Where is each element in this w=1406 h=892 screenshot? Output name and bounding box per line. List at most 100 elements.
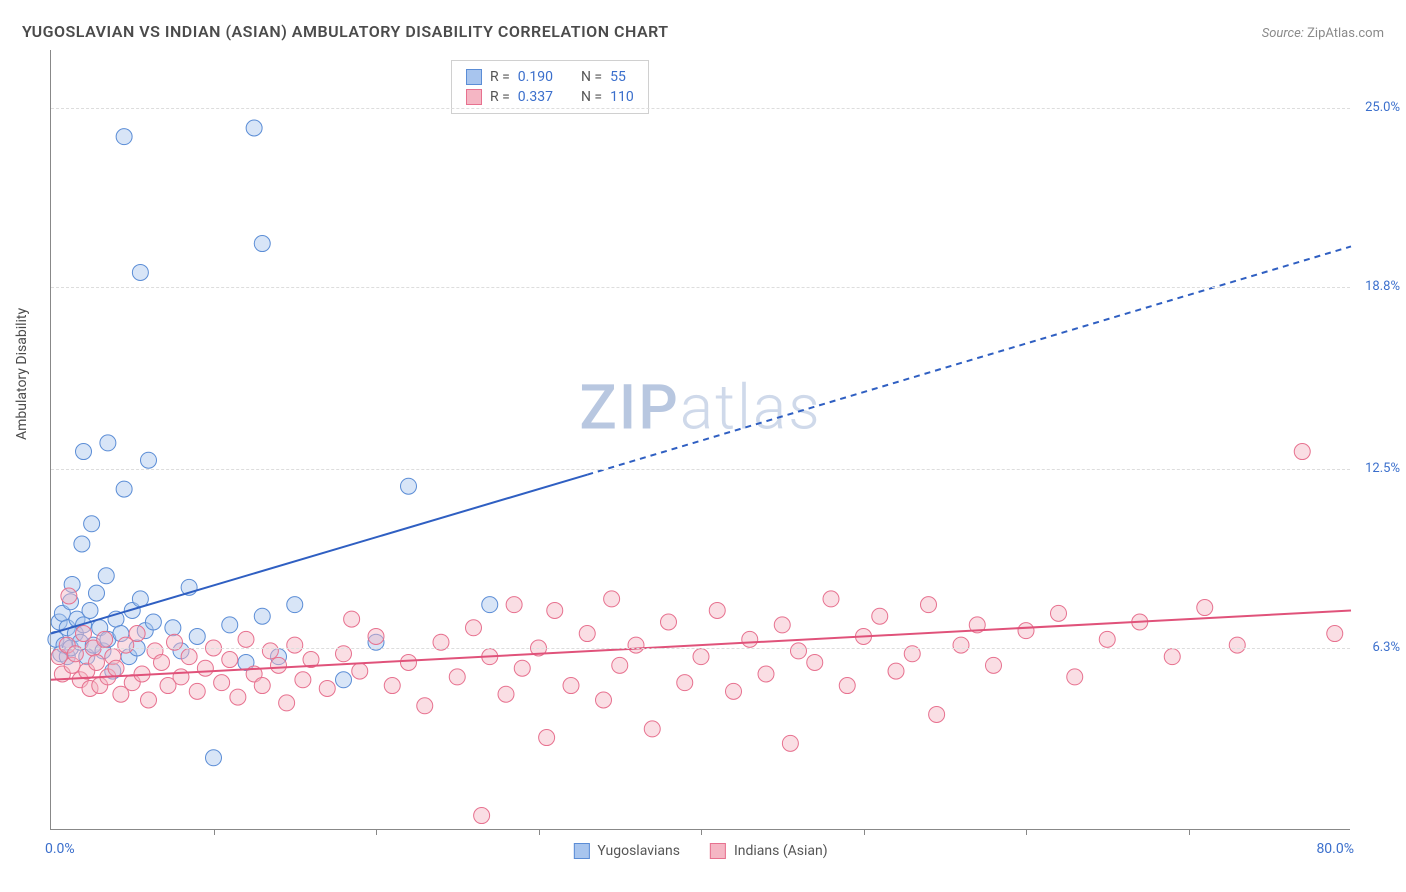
x-tick — [864, 829, 865, 835]
stat-row-yugoslavians: R = 0.190 N = 55 — [466, 67, 634, 87]
data-point — [921, 597, 937, 613]
data-point — [254, 678, 270, 694]
data-point — [791, 643, 807, 659]
data-point — [709, 602, 725, 618]
x-tick — [1189, 829, 1190, 835]
data-point — [1099, 631, 1115, 647]
gridline — [51, 469, 1350, 470]
data-point — [758, 666, 774, 682]
data-point — [238, 631, 254, 647]
data-point — [1051, 605, 1067, 621]
data-point — [145, 614, 161, 630]
data-point — [98, 568, 114, 584]
y-tick-label: 12.5% — [1354, 461, 1400, 476]
data-point — [417, 698, 433, 714]
y-tick-label: 25.0% — [1354, 100, 1400, 115]
gridline — [51, 108, 1350, 109]
data-point — [677, 675, 693, 691]
data-point — [401, 478, 417, 494]
legend-item-indians: Indians (Asian) — [710, 843, 828, 859]
data-point — [82, 602, 98, 618]
data-point — [222, 652, 238, 668]
chart-svg — [51, 50, 1350, 829]
data-point — [514, 660, 530, 676]
x-tick — [539, 829, 540, 835]
legend-label-yugoslavians: Yugoslavians — [597, 843, 680, 859]
data-point — [579, 626, 595, 642]
n-label: N = — [581, 69, 602, 85]
gridline — [51, 287, 1350, 288]
data-point — [206, 750, 222, 766]
data-point — [141, 452, 157, 468]
data-point — [76, 626, 92, 642]
data-point — [498, 686, 514, 702]
data-point — [482, 597, 498, 613]
data-point — [197, 660, 213, 676]
data-point — [74, 536, 90, 552]
data-point — [539, 730, 555, 746]
data-point — [141, 692, 157, 708]
legend-label-indians: Indians (Asian) — [734, 843, 828, 859]
data-point — [563, 678, 579, 694]
data-point — [76, 444, 92, 460]
data-point — [807, 654, 823, 670]
data-point — [953, 637, 969, 653]
data-point — [189, 683, 205, 699]
source-name: ZipAtlas.com — [1307, 26, 1384, 41]
data-point — [1197, 600, 1213, 616]
data-point — [181, 649, 197, 665]
x-tick — [214, 829, 215, 835]
data-point — [628, 637, 644, 653]
chart-title: YUGOSLAVIAN VS INDIAN (ASIAN) AMBULATORY… — [22, 22, 669, 41]
y-axis-label: Ambulatory Disability — [14, 308, 30, 440]
n-label: N = — [581, 89, 602, 105]
swatch-indians — [466, 89, 482, 105]
r-value-yugoslavians: 0.190 — [518, 69, 553, 85]
legend-swatch-indians — [710, 843, 726, 859]
data-point — [726, 683, 742, 699]
legend-swatch-yugoslavians — [573, 843, 589, 859]
gridline — [51, 648, 1350, 649]
data-point — [108, 660, 124, 676]
data-point — [782, 735, 798, 751]
data-point — [89, 654, 105, 670]
data-point — [254, 236, 270, 252]
data-point — [742, 631, 758, 647]
data-point — [547, 602, 563, 618]
data-point — [132, 264, 148, 280]
data-point — [344, 611, 360, 627]
data-point — [596, 692, 612, 708]
data-point — [1294, 444, 1310, 460]
data-point — [1164, 649, 1180, 665]
data-point — [401, 654, 417, 670]
data-point — [189, 628, 205, 644]
data-point — [61, 588, 77, 604]
x-tick — [1026, 829, 1027, 835]
n-value-yugoslavians: 55 — [610, 69, 626, 85]
data-point — [368, 628, 384, 644]
data-point — [336, 672, 352, 688]
legend: Yugoslavians Indians (Asian) — [573, 843, 827, 859]
data-point — [384, 678, 400, 694]
r-value-indians: 0.337 — [518, 89, 553, 105]
data-point — [872, 608, 888, 624]
trend-line — [51, 475, 587, 634]
chart-header: YUGOSLAVIAN VS INDIAN (ASIAN) AMBULATORY… — [22, 22, 1384, 41]
y-tick-label: 6.3% — [1354, 640, 1400, 655]
data-point — [165, 620, 181, 636]
data-point — [116, 481, 132, 497]
data-point — [661, 614, 677, 630]
data-point — [1229, 637, 1245, 653]
data-point — [254, 608, 270, 624]
data-point — [839, 678, 855, 694]
data-point — [466, 620, 482, 636]
data-point — [271, 657, 287, 673]
legend-item-yugoslavians: Yugoslavians — [573, 843, 680, 859]
data-point — [84, 516, 100, 532]
data-point — [1018, 623, 1034, 639]
data-point — [279, 695, 295, 711]
data-point — [986, 657, 1002, 673]
correlation-stats-box: R = 0.190 N = 55 R = 0.337 N = 110 — [451, 60, 649, 114]
data-point — [929, 706, 945, 722]
y-tick-label: 18.8% — [1354, 279, 1400, 294]
